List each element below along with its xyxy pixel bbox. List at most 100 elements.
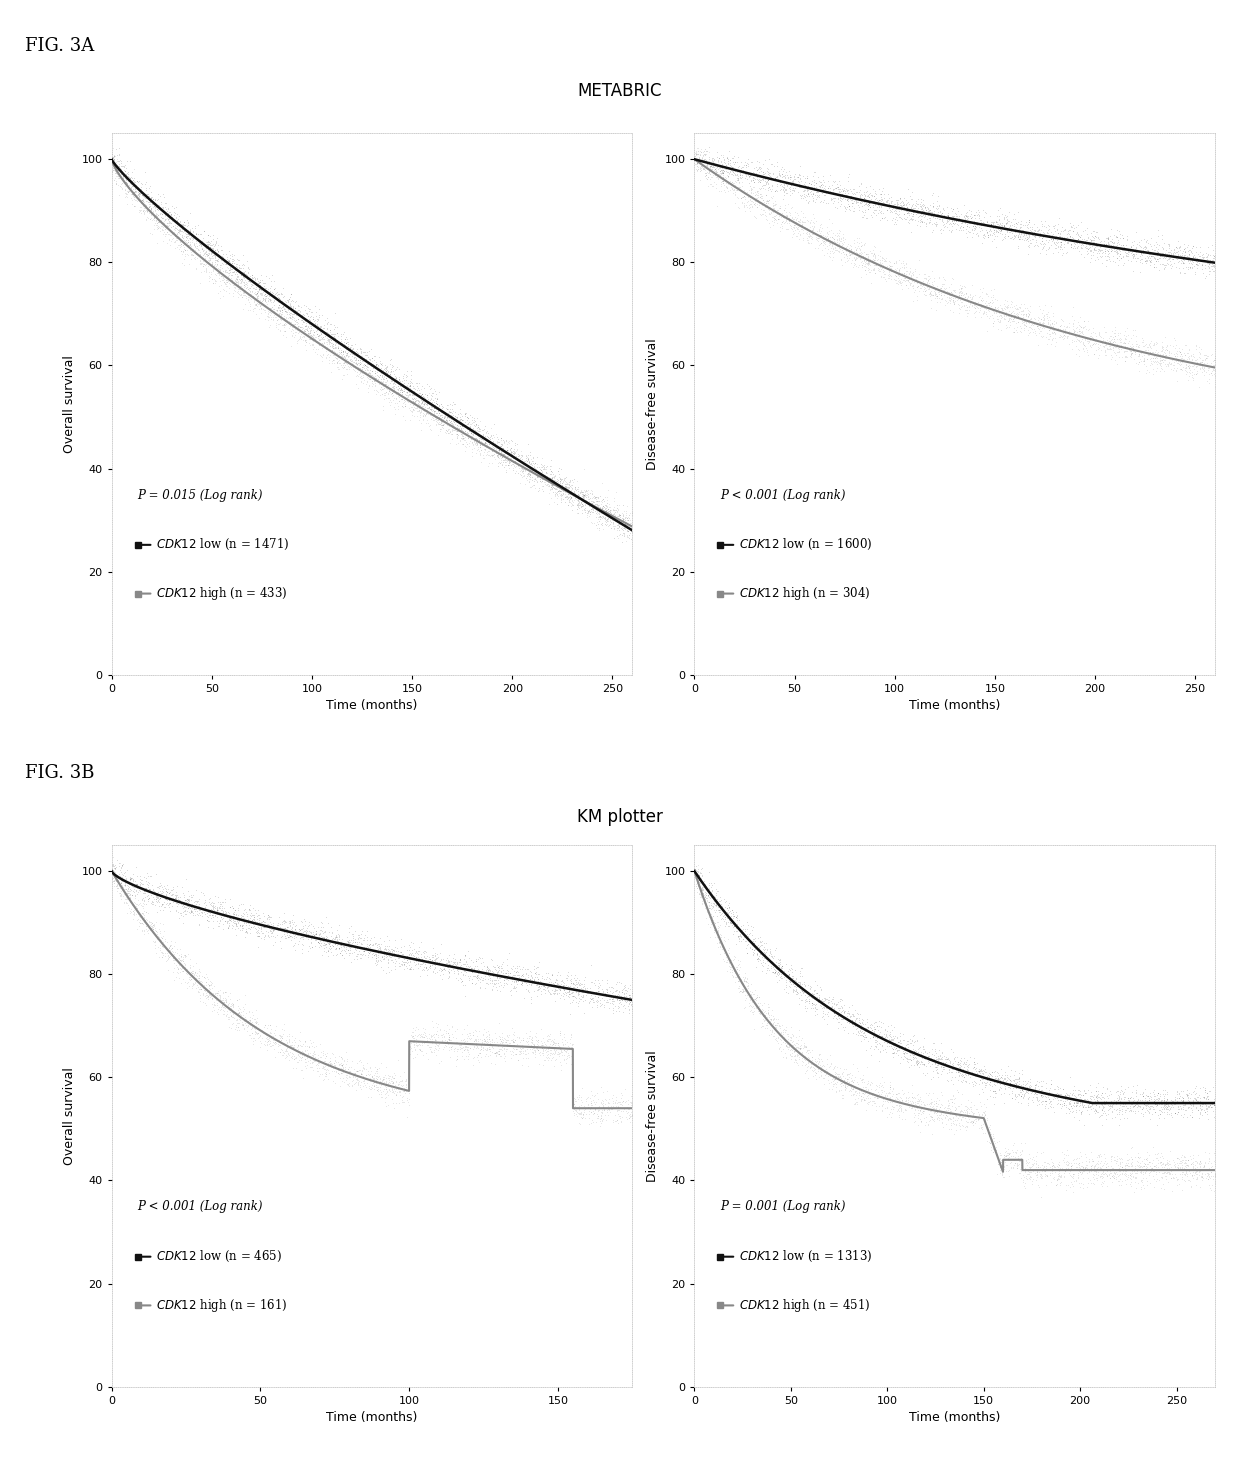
Point <box>482 948 502 971</box>
Point <box>1140 1084 1159 1108</box>
Point <box>557 982 577 1005</box>
Point <box>115 175 135 199</box>
Point <box>368 1077 388 1100</box>
Point <box>983 289 1003 313</box>
Point <box>689 871 709 894</box>
Point <box>605 1090 625 1114</box>
Point <box>954 1114 973 1137</box>
Point <box>401 957 420 980</box>
Point <box>909 1091 929 1115</box>
Point <box>874 193 894 217</box>
Point <box>186 903 206 927</box>
Point <box>918 202 937 225</box>
Point <box>513 1037 533 1060</box>
Point <box>753 203 773 227</box>
Point <box>258 277 278 301</box>
Point <box>1187 240 1207 264</box>
Point <box>283 1025 303 1048</box>
Point <box>200 231 219 255</box>
Point <box>337 347 357 371</box>
Point <box>1075 1157 1095 1180</box>
Point <box>461 948 481 971</box>
Point <box>239 286 259 310</box>
Point <box>746 160 766 184</box>
Point <box>615 523 635 547</box>
Point <box>1146 338 1166 362</box>
Point <box>436 402 456 426</box>
Point <box>294 310 314 334</box>
Point <box>1002 211 1022 234</box>
Point <box>379 363 399 387</box>
Point <box>496 1029 516 1053</box>
Point <box>172 218 192 242</box>
Point <box>463 1047 482 1071</box>
Point <box>874 1029 894 1053</box>
Point <box>157 208 177 231</box>
Point <box>138 921 157 945</box>
Point <box>759 175 779 199</box>
Point <box>453 423 472 446</box>
Point <box>743 181 763 205</box>
Point <box>952 212 972 236</box>
Point <box>766 165 786 188</box>
Point <box>990 1155 1009 1179</box>
Point <box>185 960 205 983</box>
Point <box>977 1087 997 1111</box>
Point <box>134 918 154 942</box>
Point <box>836 197 856 221</box>
Point <box>175 228 195 252</box>
Point <box>990 303 1009 326</box>
Point <box>830 169 849 193</box>
Point <box>856 1025 875 1048</box>
Point <box>559 982 579 1005</box>
Point <box>123 169 143 193</box>
Point <box>253 298 273 322</box>
Point <box>128 169 148 193</box>
Point <box>373 1080 393 1103</box>
Point <box>263 918 283 942</box>
Point <box>1174 240 1194 264</box>
Point <box>491 955 511 979</box>
Point <box>412 1034 432 1057</box>
Point <box>781 215 801 239</box>
Point <box>190 249 210 273</box>
Point <box>714 949 734 973</box>
Point <box>1202 255 1221 279</box>
Point <box>203 260 223 283</box>
Point <box>258 282 278 305</box>
Point <box>336 325 356 349</box>
Point <box>800 985 820 1008</box>
Point <box>851 1066 870 1090</box>
Point <box>379 1068 399 1091</box>
Point <box>1177 1154 1197 1178</box>
Point <box>565 1099 585 1123</box>
Point <box>714 150 734 174</box>
Point <box>792 979 812 1003</box>
Point <box>134 199 154 222</box>
Point <box>1177 236 1197 260</box>
Point <box>903 1089 923 1112</box>
Point <box>978 298 998 322</box>
Point <box>143 890 162 914</box>
Point <box>854 1025 874 1048</box>
Point <box>348 351 368 375</box>
Point <box>351 360 371 384</box>
Point <box>1045 310 1065 334</box>
Point <box>866 254 885 277</box>
Point <box>1112 1083 1132 1106</box>
Point <box>734 178 754 202</box>
Point <box>128 900 148 924</box>
Point <box>126 879 146 903</box>
Point <box>243 265 263 289</box>
Point <box>285 313 305 337</box>
Point <box>131 182 151 206</box>
Point <box>298 317 317 341</box>
Point <box>162 945 182 968</box>
Point <box>403 389 423 412</box>
Point <box>272 282 291 305</box>
Point <box>479 433 498 457</box>
Point <box>688 157 708 181</box>
Point <box>455 943 475 967</box>
Point <box>852 254 872 277</box>
Point <box>311 316 331 340</box>
